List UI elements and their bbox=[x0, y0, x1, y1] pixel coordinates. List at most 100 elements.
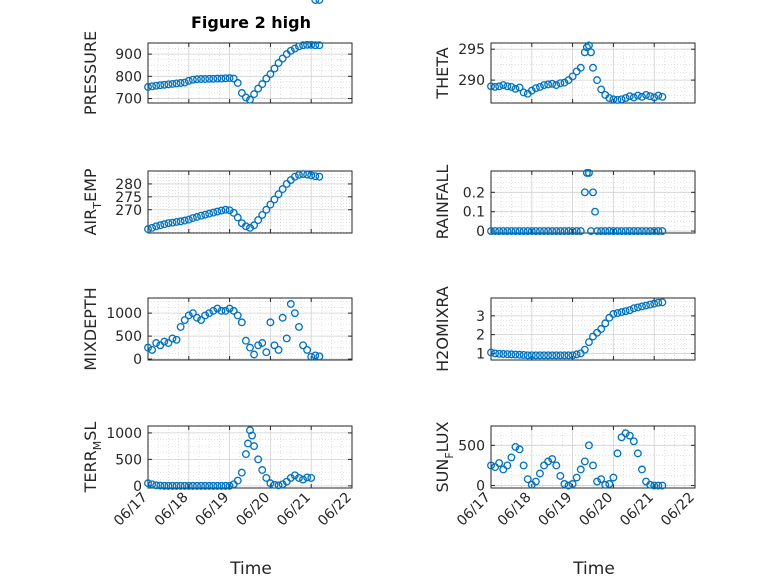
data-point bbox=[527, 227, 536, 236]
data-point bbox=[290, 172, 299, 181]
y-tick-label: 290 bbox=[458, 73, 485, 89]
data-point bbox=[180, 316, 189, 324]
data-point bbox=[629, 93, 638, 102]
y-tick-label: 2 bbox=[476, 328, 485, 344]
data-point bbox=[180, 216, 189, 225]
data-point bbox=[495, 82, 504, 91]
data-point bbox=[491, 463, 500, 472]
data-point bbox=[148, 82, 157, 91]
data-point bbox=[527, 86, 536, 95]
y-axis-label: AIRTEMP bbox=[81, 168, 104, 235]
data-point bbox=[519, 88, 528, 97]
data-point bbox=[262, 348, 271, 357]
data-point bbox=[621, 429, 630, 438]
data-point bbox=[246, 95, 254, 104]
y-axis-label: H2OMIXRA bbox=[433, 286, 452, 372]
data-point bbox=[274, 190, 283, 199]
data-point bbox=[582, 43, 591, 52]
data-point bbox=[311, 172, 320, 181]
data-point bbox=[609, 473, 618, 482]
data-point bbox=[254, 455, 263, 464]
data-point bbox=[625, 306, 634, 315]
data-point bbox=[152, 481, 161, 490]
data-point bbox=[527, 351, 536, 360]
data-point bbox=[197, 211, 205, 220]
data-point bbox=[507, 453, 516, 462]
data-point bbox=[295, 170, 303, 179]
data-point bbox=[568, 480, 577, 488]
y-tick-label: 0.1 bbox=[463, 205, 485, 221]
data-point bbox=[237, 318, 246, 327]
data-point bbox=[270, 341, 279, 350]
data-point bbox=[213, 481, 222, 490]
data-point bbox=[168, 79, 177, 88]
data-point bbox=[519, 461, 528, 470]
data-point bbox=[552, 461, 561, 470]
data-point bbox=[531, 227, 540, 236]
data-point bbox=[160, 220, 169, 229]
data-point bbox=[499, 465, 508, 474]
data-point bbox=[587, 48, 595, 57]
data-point bbox=[164, 339, 173, 347]
data-point bbox=[650, 299, 659, 308]
data-point bbox=[258, 339, 267, 347]
data-point bbox=[172, 335, 181, 344]
y-tick-label: 700 bbox=[115, 92, 142, 108]
data-point bbox=[246, 343, 254, 352]
data-point bbox=[593, 477, 602, 486]
data-point bbox=[548, 351, 557, 360]
data-point bbox=[184, 76, 193, 85]
data-point bbox=[584, 441, 593, 450]
grid bbox=[147, 170, 353, 233]
data-point bbox=[536, 227, 544, 236]
data-point bbox=[290, 309, 299, 318]
data-point bbox=[499, 227, 508, 236]
y-tick-label: 0 bbox=[133, 352, 142, 368]
data-point bbox=[629, 227, 638, 236]
data-point bbox=[544, 227, 553, 236]
data-point bbox=[625, 227, 634, 236]
data-point bbox=[617, 227, 626, 236]
data-point bbox=[168, 481, 177, 490]
data-point bbox=[221, 481, 230, 490]
data-point bbox=[495, 349, 504, 358]
data-point bbox=[148, 480, 157, 489]
data-point bbox=[258, 210, 267, 219]
data-series bbox=[487, 429, 667, 490]
data-point bbox=[262, 74, 271, 83]
y-tick-label: 1000 bbox=[106, 426, 142, 442]
data-point bbox=[633, 303, 642, 312]
data-point bbox=[597, 475, 606, 484]
data-point bbox=[642, 91, 650, 99]
data-point bbox=[315, 0, 324, 4]
y-tick-label: 1000 bbox=[106, 306, 142, 322]
data-point bbox=[311, 0, 320, 4]
data-series bbox=[487, 168, 667, 236]
data-point bbox=[556, 351, 565, 360]
data-point bbox=[233, 476, 242, 485]
data-point bbox=[262, 205, 271, 214]
data-point bbox=[184, 481, 193, 490]
axes-box bbox=[147, 170, 353, 234]
data-point bbox=[597, 227, 606, 236]
data-point bbox=[254, 341, 263, 350]
data-point bbox=[654, 481, 663, 490]
data-series bbox=[144, 0, 324, 490]
data-point bbox=[303, 345, 312, 354]
axes-box bbox=[147, 425, 353, 489]
y-axis-label: PRESSURE bbox=[81, 31, 100, 115]
data-point bbox=[511, 442, 520, 451]
subplot-4: 0 0.1 0.2 RAINFALL bbox=[433, 165, 696, 240]
data-point bbox=[540, 461, 548, 470]
y-tick-label: 280 bbox=[115, 177, 142, 193]
data-point bbox=[270, 480, 279, 489]
data-point bbox=[184, 311, 193, 320]
data-point bbox=[564, 351, 573, 360]
data-point bbox=[613, 227, 622, 236]
data-point bbox=[278, 185, 287, 194]
data-point bbox=[564, 481, 573, 490]
data-point bbox=[205, 74, 214, 83]
data-point bbox=[311, 41, 320, 50]
data-point bbox=[180, 481, 189, 490]
